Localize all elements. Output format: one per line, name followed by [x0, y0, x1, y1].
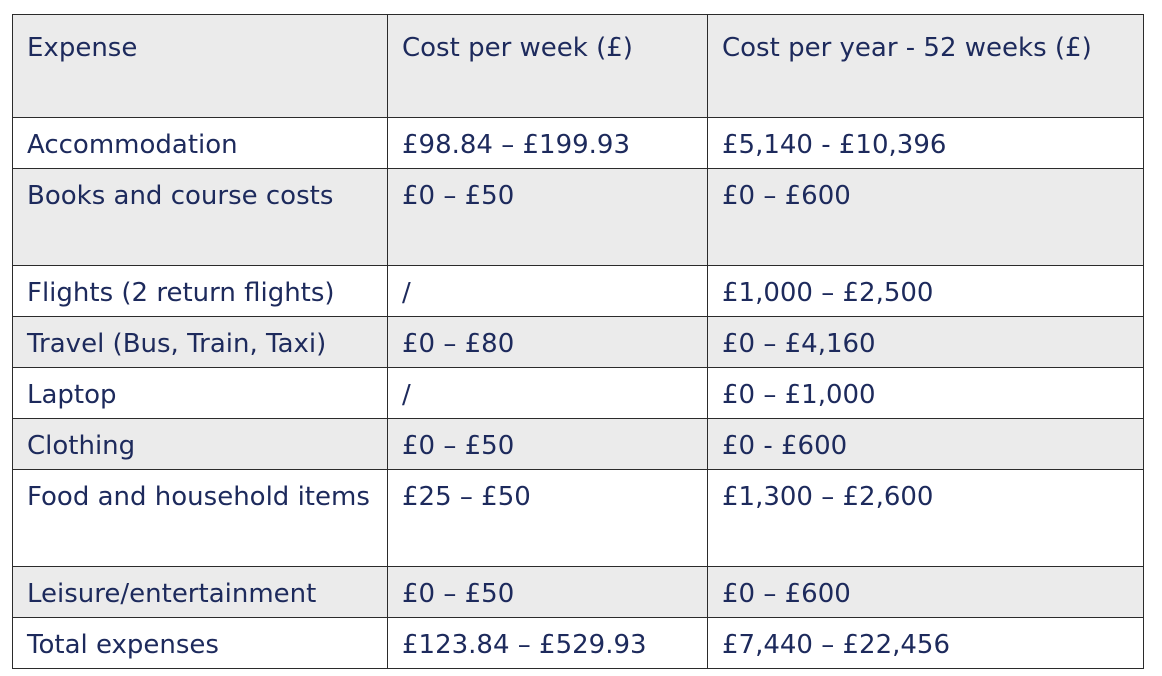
- header-cost-per-year: Cost per year - 52 weeks (£): [707, 14, 1144, 118]
- per-week-cell: £0 – £50: [387, 168, 708, 266]
- per-week-cell: /: [387, 367, 708, 419]
- table-row: Accommodation £98.84 – £199.93 £5,140 - …: [12, 117, 1144, 169]
- expense-cell: Flights (2 return flights): [12, 265, 388, 317]
- table-row: Food and household items £25 – £50 £1,30…: [12, 469, 1144, 567]
- table-header-row: Expense Cost per week (£) Cost per year …: [12, 14, 1144, 118]
- expense-cell: Accommodation: [12, 117, 388, 169]
- table-row: Flights (2 return flights) / £1,000 – £2…: [12, 265, 1144, 317]
- header-expense: Expense: [12, 14, 388, 118]
- per-year-cell: £0 – £4,160: [707, 316, 1144, 368]
- expense-cell: Books and course costs: [12, 168, 388, 266]
- per-year-cell: £1,300 – £2,600: [707, 469, 1144, 567]
- table-row: Travel (Bus, Train, Taxi) £0 – £80 £0 – …: [12, 316, 1144, 368]
- expense-cell: Laptop: [12, 367, 388, 419]
- expense-cell: Food and household items: [12, 469, 388, 567]
- expense-table: Expense Cost per week (£) Cost per year …: [12, 14, 1144, 669]
- table-row-total: Total expenses £123.84 – £529.93 £7,440 …: [12, 617, 1144, 669]
- per-week-cell: £0 – £50: [387, 566, 708, 618]
- expense-cell: Leisure/entertainment: [12, 566, 388, 618]
- per-year-cell: £0 – £1,000: [707, 367, 1144, 419]
- per-week-cell: £0 – £50: [387, 418, 708, 470]
- per-year-cell: £0 – £600: [707, 566, 1144, 618]
- table-row: Leisure/entertainment £0 – £50 £0 – £600: [12, 566, 1144, 618]
- table-row: Books and course costs £0 – £50 £0 – £60…: [12, 168, 1144, 266]
- table-row: Clothing £0 – £50 £0 - £600: [12, 418, 1144, 470]
- expense-cell: Clothing: [12, 418, 388, 470]
- expense-cell: Travel (Bus, Train, Taxi): [12, 316, 388, 368]
- table-row: Laptop / £0 – £1,000: [12, 367, 1144, 419]
- per-week-cell: /: [387, 265, 708, 317]
- per-week-cell: £123.84 – £529.93: [387, 617, 708, 669]
- per-year-cell: £7,440 – £22,456: [707, 617, 1144, 669]
- per-week-cell: £25 – £50: [387, 469, 708, 567]
- expense-cell: Total expenses: [12, 617, 388, 669]
- per-year-cell: £0 - £600: [707, 418, 1144, 470]
- per-week-cell: £0 – £80: [387, 316, 708, 368]
- per-year-cell: £1,000 – £2,500: [707, 265, 1144, 317]
- header-cost-per-week: Cost per week (£): [387, 14, 708, 118]
- per-year-cell: £5,140 - £10,396: [707, 117, 1144, 169]
- per-week-cell: £98.84 – £199.93: [387, 117, 708, 169]
- per-year-cell: £0 – £600: [707, 168, 1144, 266]
